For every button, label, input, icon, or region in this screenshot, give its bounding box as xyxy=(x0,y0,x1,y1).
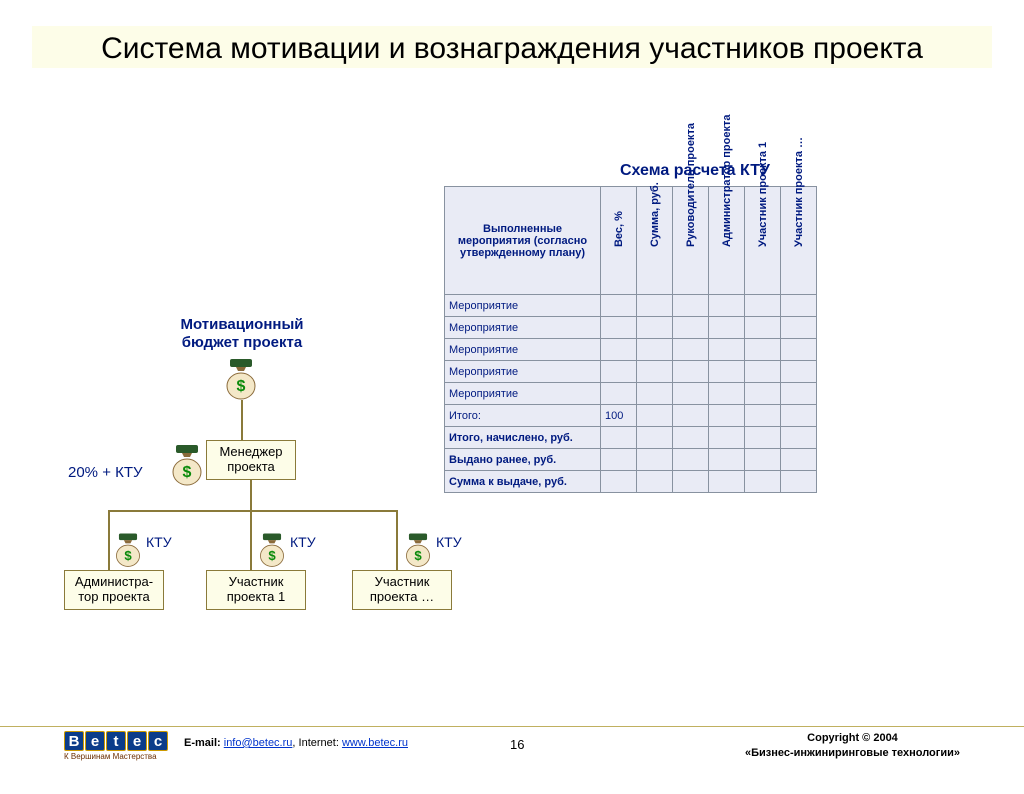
table-row: Мероприятие xyxy=(445,317,817,339)
node-participant-1: Участник проекта 1 xyxy=(206,570,306,610)
ktu-table: Выполненные мероприятия (согласно утверж… xyxy=(444,186,817,493)
table-row: Мероприятие xyxy=(445,339,817,361)
th-admin: Администратор проекта xyxy=(709,187,745,295)
ktu-label: КТУ xyxy=(436,534,462,550)
node-manager: Менеджер проекта xyxy=(206,440,296,480)
copyright: Copyright © 2004 «Бизнес-инжиниринговые … xyxy=(745,731,960,762)
connector xyxy=(396,510,398,570)
formula-label: 20% + КТУ xyxy=(68,464,143,481)
node-participant-n: Участник проекта … xyxy=(352,570,452,610)
table-row-summary: Выдано ранее, руб. xyxy=(445,449,817,471)
slide-footer: B e t e c К Вершинам Мастерства E-mail: … xyxy=(0,726,1024,770)
connector xyxy=(250,480,252,510)
connector xyxy=(108,510,110,570)
svg-text:$: $ xyxy=(268,548,276,563)
node-admin: Администра- тор проекта xyxy=(64,570,164,610)
th-weight: Вес, % xyxy=(601,187,637,295)
logo-letter: B xyxy=(64,731,84,751)
table-row-summary: Сумма к выдаче, руб. xyxy=(445,471,817,493)
money-bag-icon: $ xyxy=(258,532,286,568)
logo-letter: e xyxy=(127,731,147,751)
table-row: Мероприятие xyxy=(445,383,817,405)
svg-text:$: $ xyxy=(183,464,192,481)
email-link[interactable]: info@betec.ru xyxy=(224,737,293,749)
th-sum: Сумма, руб. xyxy=(637,187,673,295)
table-row: Мероприятие xyxy=(445,361,817,383)
budget-label: Мотивационный бюджет проекта xyxy=(162,316,322,352)
ktu-tbody: Мероприятие Мероприятие Мероприятие Меро… xyxy=(445,295,817,493)
money-bag-icon: $ xyxy=(224,358,258,400)
money-bag-icon: $ xyxy=(114,532,142,568)
money-bag-icon: $ xyxy=(170,444,204,486)
th-activities: Выполненные мероприятия (согласно утверж… xyxy=(445,187,601,295)
table-row: Мероприятие xyxy=(445,295,817,317)
website-link[interactable]: www.betec.ru xyxy=(342,737,408,749)
logo-letter: c xyxy=(148,731,168,751)
svg-text:$: $ xyxy=(124,548,132,563)
logo-tagline: К Вершинам Мастерства xyxy=(64,752,168,761)
th-pn: Участник проекта … xyxy=(781,187,817,295)
logo-letter: t xyxy=(106,731,126,751)
svg-text:$: $ xyxy=(414,548,422,563)
table-row-total: Итого:100 xyxy=(445,405,817,427)
page-number: 16 xyxy=(510,737,524,752)
connector xyxy=(108,510,398,512)
table-row-summary: Итого, начислено, руб. xyxy=(445,427,817,449)
connector xyxy=(241,400,243,440)
connector xyxy=(250,510,252,570)
ktu-label: КТУ xyxy=(146,534,172,550)
footer-contact: E-mail: info@betec.ru, Internet: www.bet… xyxy=(184,737,408,749)
slide-title-band: Система мотивации и вознаграждения участ… xyxy=(32,26,992,68)
ktu-label: КТУ xyxy=(290,534,316,550)
svg-text:$: $ xyxy=(237,378,246,395)
th-p1: Участник проекта 1 xyxy=(745,187,781,295)
logo-letter: e xyxy=(85,731,105,751)
th-leader: Руководитель проекта xyxy=(673,187,709,295)
org-diagram: Мотивационный бюджет проекта $ 20% + КТУ… xyxy=(68,316,488,696)
slide-title: Система мотивации и вознаграждения участ… xyxy=(32,30,992,68)
money-bag-icon: $ xyxy=(404,532,432,568)
betec-logo: B e t e c К Вершинам Мастерства xyxy=(64,731,168,761)
